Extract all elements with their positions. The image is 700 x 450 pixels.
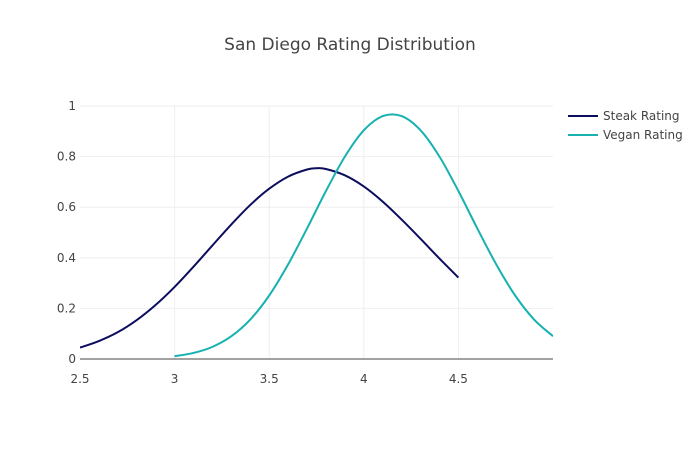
x-tick-label: 3.5 [260, 372, 279, 386]
y-tick-label: 0.6 [57, 200, 76, 214]
y-tick-label: 1 [68, 99, 76, 113]
plot-area [80, 113, 553, 358]
y-tick-label: 0.8 [57, 150, 76, 164]
y-tick-label: 0.4 [57, 251, 76, 265]
y-tick-label: 0 [68, 352, 76, 366]
x-tick-label: 2.5 [70, 372, 89, 386]
grid [80, 105, 553, 359]
axes: 2.5 3 3.5 4 4.5 0 0.2 0.4 0.6 0.8 1 [57, 99, 553, 386]
x-tick-label: 3 [171, 372, 179, 386]
vegan-rating-legend-label: Vegan Rating [603, 128, 683, 142]
steak-rating-legend-label: Steak Rating [603, 109, 680, 123]
y-tick-label: 0.2 [57, 301, 76, 315]
x-tick-label: 4.5 [449, 372, 468, 386]
legend: Steak Rating Vegan Rating [568, 109, 683, 142]
vegan-rating-line [174, 113, 553, 358]
chart-title: San Diego Rating Distribution [224, 35, 476, 55]
steak-rating-line [80, 167, 460, 349]
x-tick-label: 4 [360, 372, 368, 386]
